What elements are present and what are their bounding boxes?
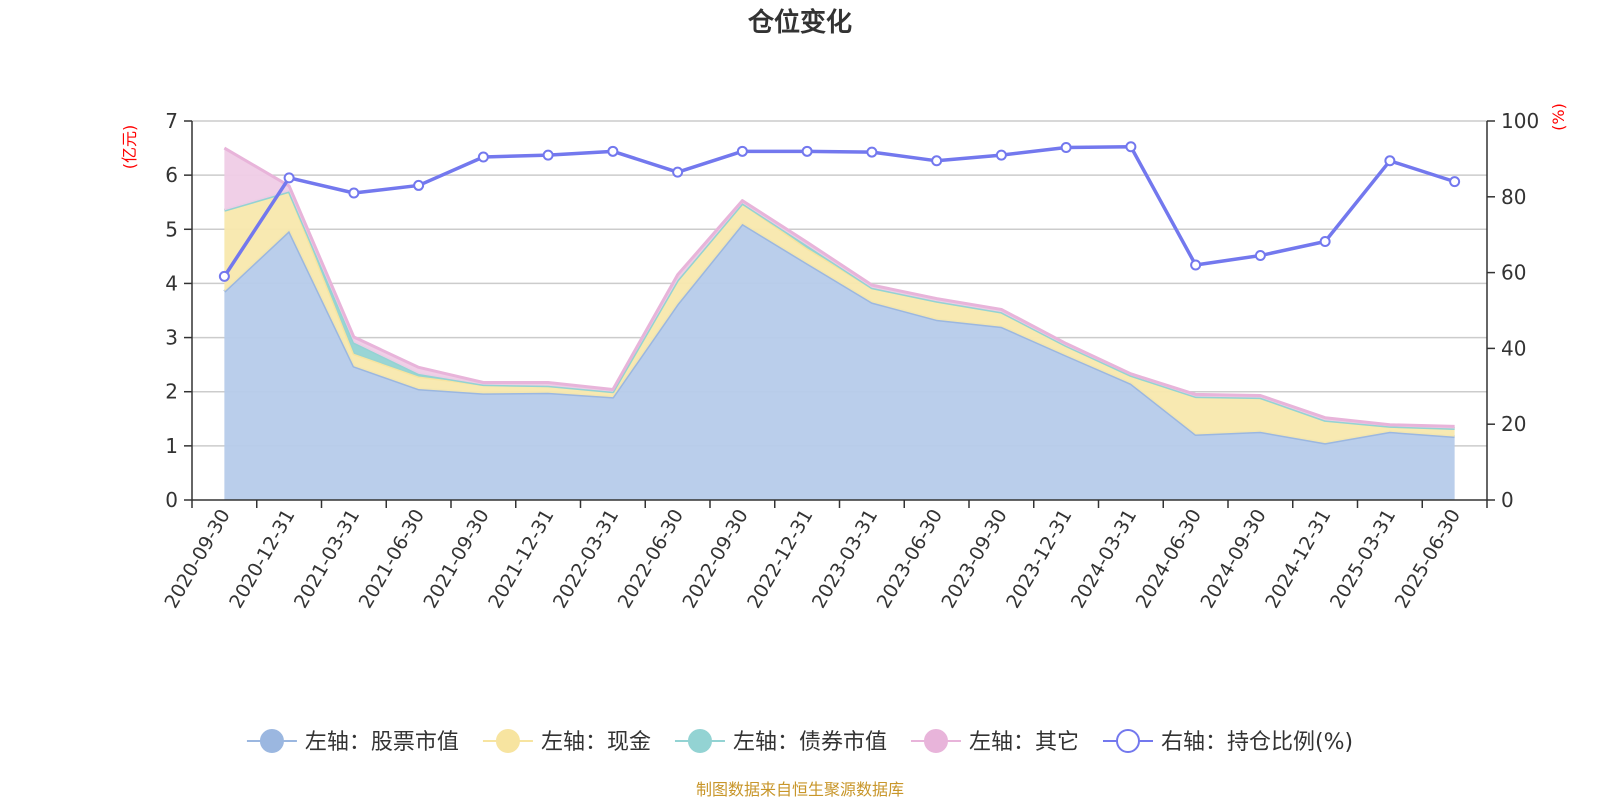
- legend-symbol-marker: [1115, 729, 1140, 753]
- ratio-line-point: [607, 145, 619, 157]
- left-axis-tick-label: 6: [165, 163, 178, 187]
- stacked-areas: [223, 146, 1455, 500]
- legend-symbol-marker: [687, 729, 712, 753]
- ratio-line-point: [1449, 176, 1461, 188]
- left-axis-unit-label: (亿元): [120, 125, 139, 170]
- x-axis-tick-label: 2022-06-30: [614, 506, 688, 613]
- ratio-line-path: [222, 145, 1456, 278]
- legend-symbol-marker: [259, 729, 284, 753]
- left-axis-tick-label: 4: [165, 271, 178, 295]
- x-axis-tick-label: 2024-12-31: [1261, 506, 1335, 613]
- right-axis-tick-label: 80: [1501, 185, 1526, 209]
- legend-symbol-marker: [495, 729, 520, 753]
- right-axis-tick-label: 20: [1501, 412, 1526, 436]
- right-axis-tick-label: 100: [1501, 109, 1539, 133]
- ratio-line-point: [672, 166, 684, 178]
- x-axis-tick-label: 2022-12-31: [743, 506, 817, 613]
- x-axis-tick-label: 2023-06-30: [873, 506, 947, 613]
- ratio-line-point: [218, 270, 230, 282]
- x-axis-tick-label: 2021-03-31: [290, 506, 364, 613]
- x-axis-tick-label: 2023-09-30: [937, 506, 1011, 613]
- x-axis-tick-label: 2022-03-31: [549, 506, 623, 613]
- ratio-line-point: [995, 149, 1007, 161]
- ratio-line-point: [1384, 155, 1396, 167]
- ratio-line-point: [1125, 141, 1137, 153]
- ratio-line-point: [801, 145, 813, 157]
- right-axis-unit-label: (%): [1549, 103, 1568, 131]
- right-axis-tick-label: 0: [1501, 488, 1514, 512]
- ratio-line-point: [1190, 259, 1202, 271]
- left-axis-tick-label: 1: [165, 434, 178, 458]
- x-axis-tick-label: 2023-12-31: [1002, 506, 1076, 613]
- x-axis-tick-label: 2020-12-31: [225, 506, 299, 613]
- x-axis-tick-label: 2020-09-30: [160, 506, 234, 613]
- x-axis-tick-label: 2025-06-30: [1391, 506, 1465, 613]
- ratio-line-point: [348, 187, 360, 199]
- ratio-line-point: [413, 179, 425, 191]
- ratio-line: [218, 141, 1461, 282]
- legend: 左轴：股票市值 左轴：现金 左轴：债券市值 左轴：其它 右轴：持仓比例(%): [246, 729, 1353, 755]
- ratio-line-point: [477, 151, 489, 163]
- legend-label: 右轴：持仓比例(%): [1161, 730, 1353, 755]
- x-axis-tick-label: 2023-03-31: [808, 506, 882, 613]
- legend-label: 左轴：股票市值: [305, 730, 459, 755]
- left-axis-tick-label: 0: [165, 488, 178, 512]
- x-axis-tick-label: 2021-12-31: [484, 506, 558, 613]
- ratio-line-point: [931, 155, 943, 167]
- right-axis-tick-label: 60: [1501, 261, 1526, 285]
- data-source-note: 制图数据来自恒生聚源数据库: [696, 780, 904, 799]
- x-axis-tick-label: 2022-09-30: [678, 506, 752, 613]
- legend-label: 左轴：债券市值: [733, 730, 887, 755]
- ratio-line-point: [1254, 250, 1266, 262]
- x-axis-tick-label: 2024-06-30: [1132, 506, 1206, 613]
- area-series-1: [224, 223, 1455, 500]
- ratio-line-point: [542, 149, 554, 161]
- x-axis-tick-label: 2024-09-30: [1196, 506, 1270, 613]
- ratio-line-point: [283, 172, 295, 184]
- ratio-line-point: [1319, 236, 1331, 248]
- ratio-line-point: [1060, 142, 1072, 154]
- ratio-line-point: [736, 145, 748, 157]
- legend-symbol-marker: [923, 729, 948, 753]
- x-axis-tick-label: 2021-09-30: [419, 506, 493, 613]
- area-series-4-edge: [223, 146, 1455, 428]
- x-axis-tick-label: 2021-06-30: [355, 506, 429, 613]
- x-axis-tick-label: 2024-03-31: [1067, 506, 1141, 613]
- chart-title: 仓位变化: [747, 7, 852, 38]
- left-axis-tick-label: 3: [165, 326, 178, 350]
- left-axis-tick-label: 2: [165, 380, 178, 404]
- x-axis-tick-label: 2025-03-31: [1326, 506, 1400, 613]
- legend-label: 左轴：现金: [541, 730, 651, 755]
- ratio-line-point: [866, 146, 878, 158]
- right-axis-tick-label: 40: [1501, 336, 1526, 360]
- left-axis-tick-label: 7: [165, 109, 178, 133]
- legend-label: 左轴：其它: [969, 730, 1079, 755]
- left-axis-tick-label: 5: [165, 217, 178, 241]
